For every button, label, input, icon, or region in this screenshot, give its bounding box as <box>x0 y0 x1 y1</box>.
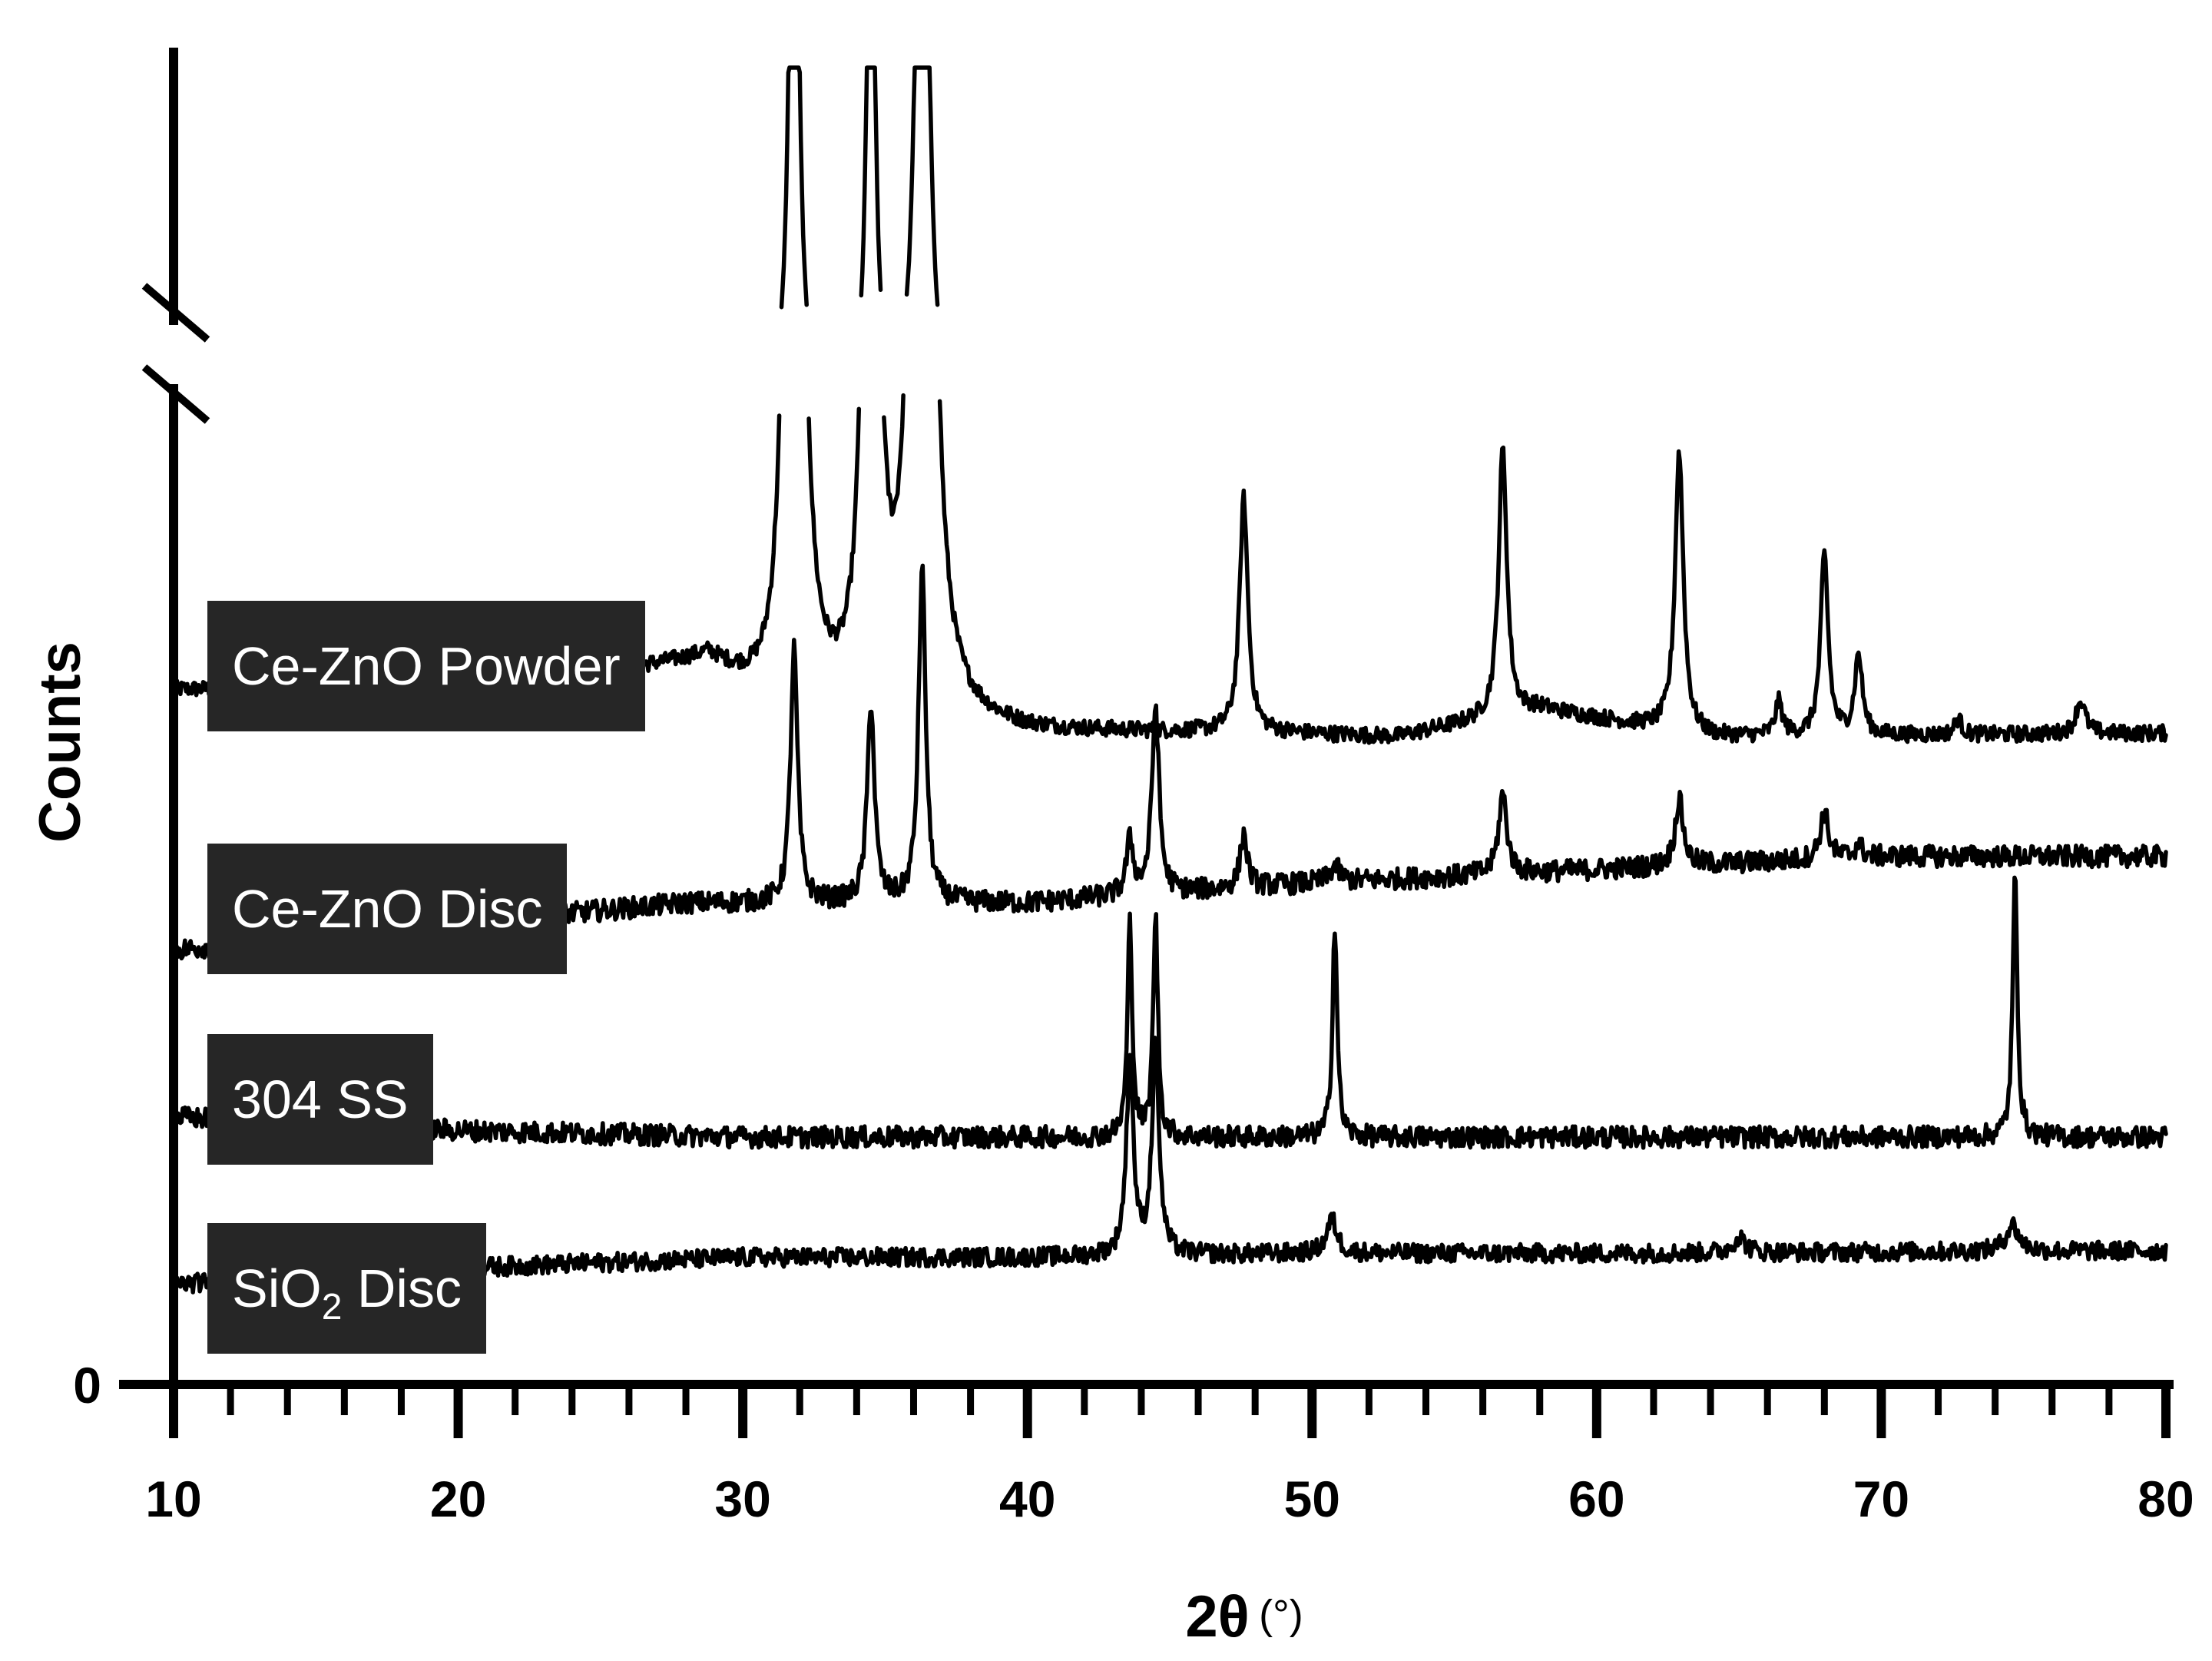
x-axis-title-unit: (°) <box>1259 1592 1303 1638</box>
series-label-2: Ce-ZnO Disc <box>207 844 567 974</box>
y-tick-label-0: 0 <box>73 1357 101 1414</box>
series-label-box <box>207 1034 433 1165</box>
series-trace-1 <box>806 406 862 642</box>
x-tick-label: 40 <box>999 1470 1055 1527</box>
series-traces <box>171 65 2168 1295</box>
series-labels: Ce-ZnO Powder Ce-ZnO Disc 304 SS SiO2 Disc <box>207 601 645 1354</box>
series-label-text: SiO2 Disc <box>232 1258 462 1328</box>
x-ticks: 10 20 30 40 50 60 70 80 <box>145 1384 2194 1527</box>
series-label-part: Disc <box>342 1258 462 1318</box>
y-axis-title: Counts <box>28 642 93 843</box>
series-trace-1 <box>937 399 2168 745</box>
series-label-box <box>207 844 567 974</box>
series-label-part: SiO <box>232 1258 322 1318</box>
x-tick-label: 20 <box>430 1470 486 1527</box>
series-label-text: Ce-ZnO Disc <box>232 879 542 939</box>
axes: 10 20 30 40 50 60 70 80 0 Counts 2θ (°) <box>28 48 2194 1649</box>
series-label-1: Ce-ZnO Powder <box>207 601 645 731</box>
series-trace-4 <box>171 1036 2168 1295</box>
x-tick-label: 50 <box>1284 1470 1340 1527</box>
x-axis-title: 2θ (°) <box>1185 1584 1303 1649</box>
series-trace-1 <box>904 65 940 307</box>
x-tick-label: 10 <box>145 1470 201 1527</box>
y-axis-break-mark-upper <box>141 283 210 343</box>
series-label-3: 304 SS <box>207 1034 433 1165</box>
series-trace-1 <box>882 393 906 517</box>
x-tick-label: 70 <box>1853 1470 1909 1527</box>
x-tick-label: 30 <box>714 1470 770 1527</box>
series-label-text: 304 SS <box>232 1069 409 1129</box>
series-label-part: 2 <box>322 1287 343 1328</box>
series-trace-1 <box>859 65 883 298</box>
series-trace-3 <box>171 875 2168 1150</box>
y-axis-break-mark-lower <box>141 364 210 424</box>
x-tick-label: 80 <box>2137 1470 2194 1527</box>
x-axis-title-symbol: 2θ <box>1185 1584 1249 1649</box>
series-trace-1 <box>779 65 809 310</box>
series-label-box <box>207 601 645 731</box>
series-label-part: 304 SS <box>232 1069 409 1129</box>
series-label-part: Ce-ZnO Powder <box>232 636 621 696</box>
series-label-box <box>207 1223 486 1354</box>
series-label-part: Ce-ZnO Disc <box>232 879 542 939</box>
x-tick-label: 60 <box>1568 1470 1624 1527</box>
series-label-4: SiO2 Disc <box>207 1223 486 1354</box>
series-label-text: Ce-ZnO Powder <box>232 636 621 696</box>
